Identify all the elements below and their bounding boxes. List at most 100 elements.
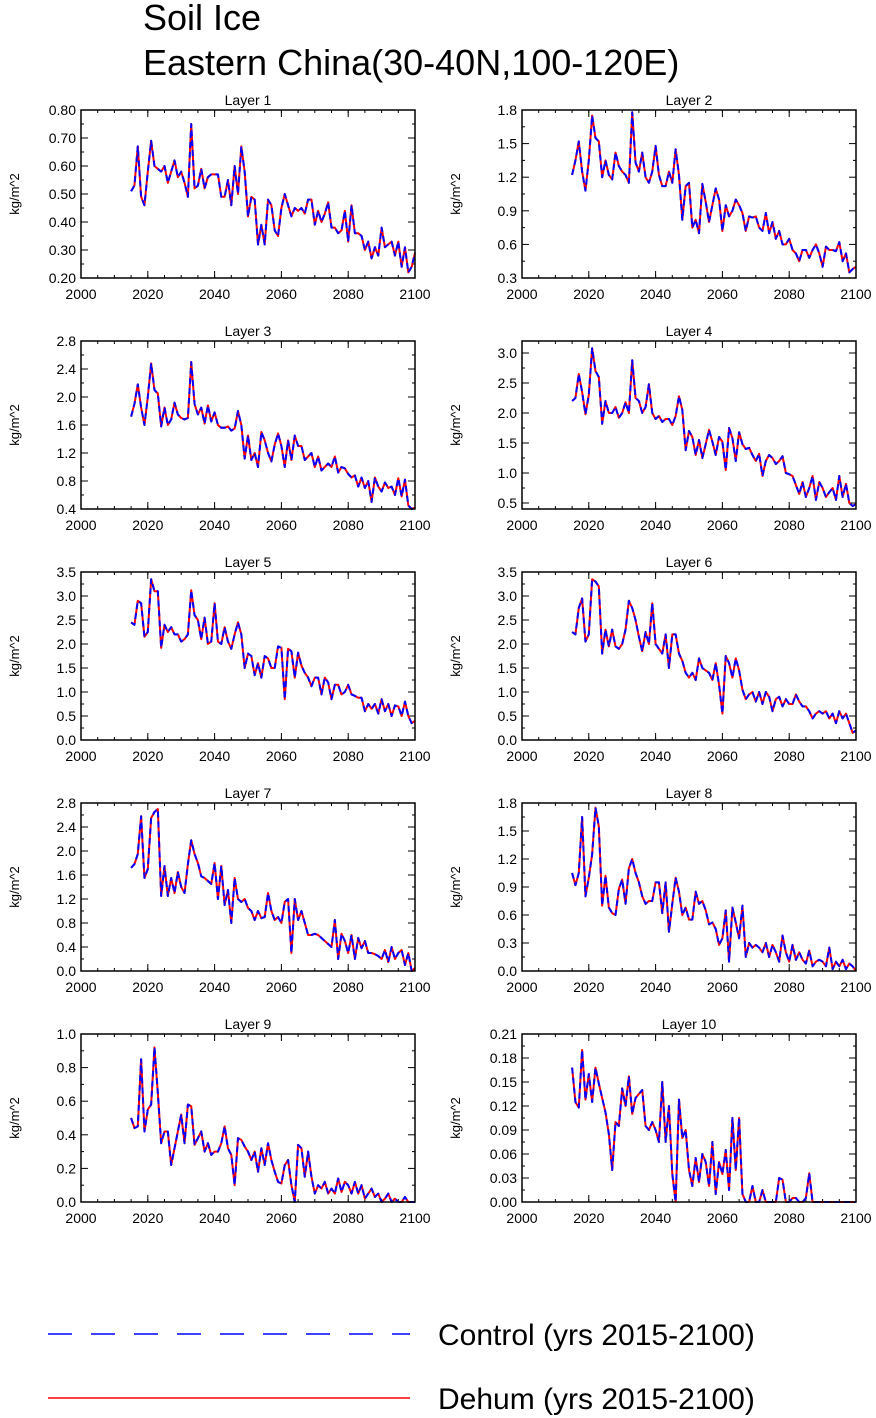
y-tick-label: 0.50	[49, 186, 76, 202]
x-tick-label: 2040	[199, 517, 230, 533]
y-tick-label: 2.0	[498, 636, 518, 652]
x-tick-label: 2020	[573, 517, 604, 533]
panel-title: Layer 4	[666, 323, 713, 339]
legend: Control (yrs 2015-2100) Dehum (yrs 2015-…	[48, 1319, 755, 1416]
y-tick-label: 2.8	[57, 333, 77, 349]
control-series-line	[130, 578, 416, 725]
x-tick-label: 2000	[506, 748, 537, 764]
y-tick-label: 0.15	[490, 1074, 517, 1090]
y-tick-label: 0.6	[498, 236, 518, 252]
y-tick-label: 1.0	[498, 465, 518, 481]
y-tick-label: 3.0	[498, 588, 518, 604]
x-tick-label: 2040	[199, 748, 230, 764]
y-tick-label: 0.0	[498, 963, 518, 979]
y-tick-label: 1.5	[498, 435, 518, 451]
y-tick-label: 2.4	[57, 819, 77, 835]
x-tick-label: 2020	[573, 286, 604, 302]
y-tick-label: 0.0	[57, 963, 77, 979]
y-axis-label: kg/m^2	[448, 866, 463, 908]
y-tick-label: 0.80	[49, 102, 76, 118]
x-tick-label: 2100	[840, 979, 871, 995]
plot-frame	[521, 109, 857, 279]
y-tick-label: 0.3	[498, 935, 518, 951]
x-tick-label: 2000	[506, 286, 537, 302]
y-tick-label: 2.8	[57, 795, 77, 811]
y-tick-label: 0.18	[490, 1050, 517, 1066]
x-tick-label: 2020	[132, 517, 163, 533]
chart-panel-layer-7: Layer 7 kg/m^2 2000 2020 2040 2060 2080 2100 0.0…	[7, 785, 431, 995]
x-tick-label: 2000	[506, 979, 537, 995]
y-tick-label: 2.0	[498, 405, 518, 421]
x-tick-label: 2080	[774, 979, 805, 995]
x-tick-label: 2080	[774, 286, 805, 302]
x-tick-label: 2040	[640, 979, 671, 995]
y-tick-label: 3.0	[57, 588, 77, 604]
y-axis-label: kg/m^2	[448, 404, 463, 446]
x-tick-label: 2080	[333, 517, 364, 533]
x-tick-label: 2060	[266, 979, 297, 995]
panels-grid: Layer 1 kg/m^2 2000 2020 2040 2060 2080 2100 0.2…	[7, 92, 872, 1226]
y-tick-label: 2.5	[57, 612, 77, 628]
x-tick-label: 2100	[840, 517, 871, 533]
panel-title: Layer 3	[225, 323, 272, 339]
x-tick-label: 2020	[573, 748, 604, 764]
plot-frame	[521, 571, 857, 741]
legend-dehum-label: Dehum (yrs 2015-2100)	[438, 1383, 755, 1416]
dehum-series-line	[571, 578, 857, 734]
control-series-line	[571, 806, 857, 972]
panel-title: Layer 2	[666, 92, 713, 108]
chart-panel-layer-3: Layer 3 kg/m^2 2000 2020 2040 2060 2080 2100 0.4…	[7, 323, 431, 533]
y-tick-label: 0.60	[49, 158, 76, 174]
y-tick-label: 0.9	[498, 203, 518, 219]
y-tick-label: 0.8	[57, 473, 77, 489]
x-tick-label: 2000	[506, 1210, 537, 1226]
chart-panel-layer-6: Layer 6 kg/m^2 2000 2020 2040 2060 2080 2100 0.0…	[448, 554, 872, 764]
x-tick-label: 2000	[506, 517, 537, 533]
x-tick-label: 2020	[132, 1210, 163, 1226]
control-series-line	[130, 1046, 415, 1203]
y-axis-label: kg/m^2	[448, 173, 463, 215]
chart-panel-layer-10: Layer 10 kg/m^2 2000 2020 2040 2060 2080 2100 0.…	[448, 1016, 872, 1226]
x-tick-label: 2040	[640, 286, 671, 302]
x-tick-label: 2060	[266, 517, 297, 533]
dehum-series-line	[130, 123, 416, 274]
panel-title: Layer 9	[225, 1016, 272, 1032]
y-tick-label: 1.6	[57, 417, 77, 433]
plot-frame	[521, 340, 857, 510]
x-tick-label: 2000	[65, 748, 96, 764]
y-tick-label: 1.0	[498, 684, 518, 700]
y-tick-label: 0.0	[57, 1194, 77, 1210]
y-axis-label: kg/m^2	[448, 1097, 463, 1139]
control-series-line	[130, 361, 416, 510]
x-tick-label: 2020	[132, 748, 163, 764]
y-tick-label: 2.0	[57, 389, 77, 405]
x-tick-label: 2080	[333, 979, 364, 995]
chart-panel-layer-2: Layer 2 kg/m^2 2000 2020 2040 2060 2080 2100 0.3…	[448, 92, 872, 302]
y-tick-label: 3.5	[57, 564, 77, 580]
x-tick-label: 2100	[399, 979, 430, 995]
x-tick-label: 2000	[65, 979, 96, 995]
y-tick-label: 0.12	[490, 1098, 517, 1114]
y-tick-label: 1.5	[498, 136, 518, 152]
x-tick-label: 2080	[333, 748, 364, 764]
y-tick-label: 0.30	[49, 242, 76, 258]
x-tick-label: 2100	[399, 1210, 430, 1226]
y-tick-label: 0.00	[490, 1194, 517, 1210]
x-tick-label: 2000	[65, 286, 96, 302]
x-tick-label: 2100	[840, 748, 871, 764]
y-tick-label: 0.8	[57, 915, 77, 931]
x-tick-label: 2100	[399, 748, 430, 764]
x-tick-label: 2060	[266, 748, 297, 764]
plot-frame	[80, 571, 416, 741]
dehum-series-line	[130, 578, 416, 725]
figure-title-line2: Eastern China(30-40N,100-120E)	[143, 42, 679, 83]
y-tick-label: 3.0	[498, 345, 518, 361]
y-tick-label: 0.0	[498, 732, 518, 748]
y-tick-label: 1.8	[498, 102, 518, 118]
control-series-line	[571, 111, 857, 274]
x-tick-label: 2020	[132, 286, 163, 302]
y-tick-label: 0.5	[498, 495, 518, 511]
y-tick-label: 1.0	[57, 684, 77, 700]
y-tick-label: 0.4	[57, 1127, 77, 1143]
